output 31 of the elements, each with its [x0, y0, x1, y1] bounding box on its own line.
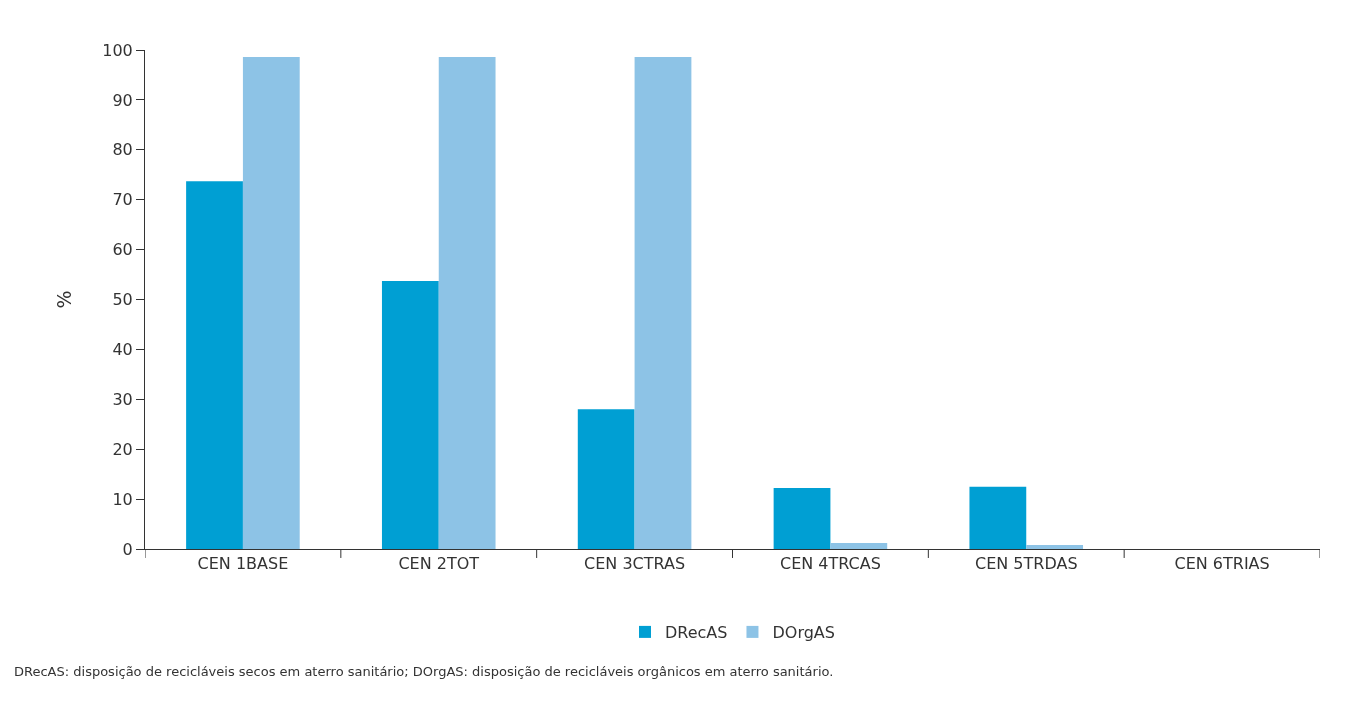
- bar: [242, 56, 300, 549]
- y-tick-label: 70: [112, 190, 133, 210]
- bar: [381, 281, 439, 549]
- y-tick-label: 40: [112, 340, 133, 359]
- x-tick-label: CEN 3CTRAS: [584, 554, 686, 574]
- bar: [830, 543, 888, 549]
- bar: [634, 56, 692, 549]
- legend-label: DRecAS: [665, 623, 728, 643]
- bar: [438, 56, 496, 549]
- y-tick-label: 50: [112, 290, 133, 310]
- x-tick-label: CEN 5TRDAS: [974, 554, 1078, 574]
- bar: [577, 409, 635, 549]
- bar: [1026, 545, 1084, 549]
- y-tick-label: 80: [112, 140, 133, 160]
- bar: [969, 486, 1027, 549]
- x-tick-label: CEN 2TOT: [398, 554, 480, 574]
- x-tick-label: CEN 6TRIAS: [1174, 554, 1270, 574]
- legend-label: DOrgAS: [772, 623, 835, 643]
- x-tick-label: CEN 1BASE: [197, 554, 289, 574]
- bar: [773, 488, 831, 549]
- text: DRecAS: disposição de recicláveis secos em aterro sanitário; DOrgAS: disposição de recicláveis orgânicos em aterro sanitário.: [13, 663, 835, 679]
- y-tick-label: 100: [102, 40, 133, 60]
- x-tick-label: CEN 4TRCAS: [779, 554, 881, 574]
- y-tick-label: 0: [122, 539, 133, 559]
- y-tick-label: 90: [112, 90, 133, 110]
- y-tick-label: 60: [112, 240, 133, 260]
- y-tick-label: 30: [112, 389, 133, 409]
- y-axis-title: %: [53, 290, 76, 309]
- y-tick-label: 10: [112, 489, 133, 509]
- y-tick-label: 20: [112, 439, 133, 459]
- bar: [186, 181, 243, 549]
